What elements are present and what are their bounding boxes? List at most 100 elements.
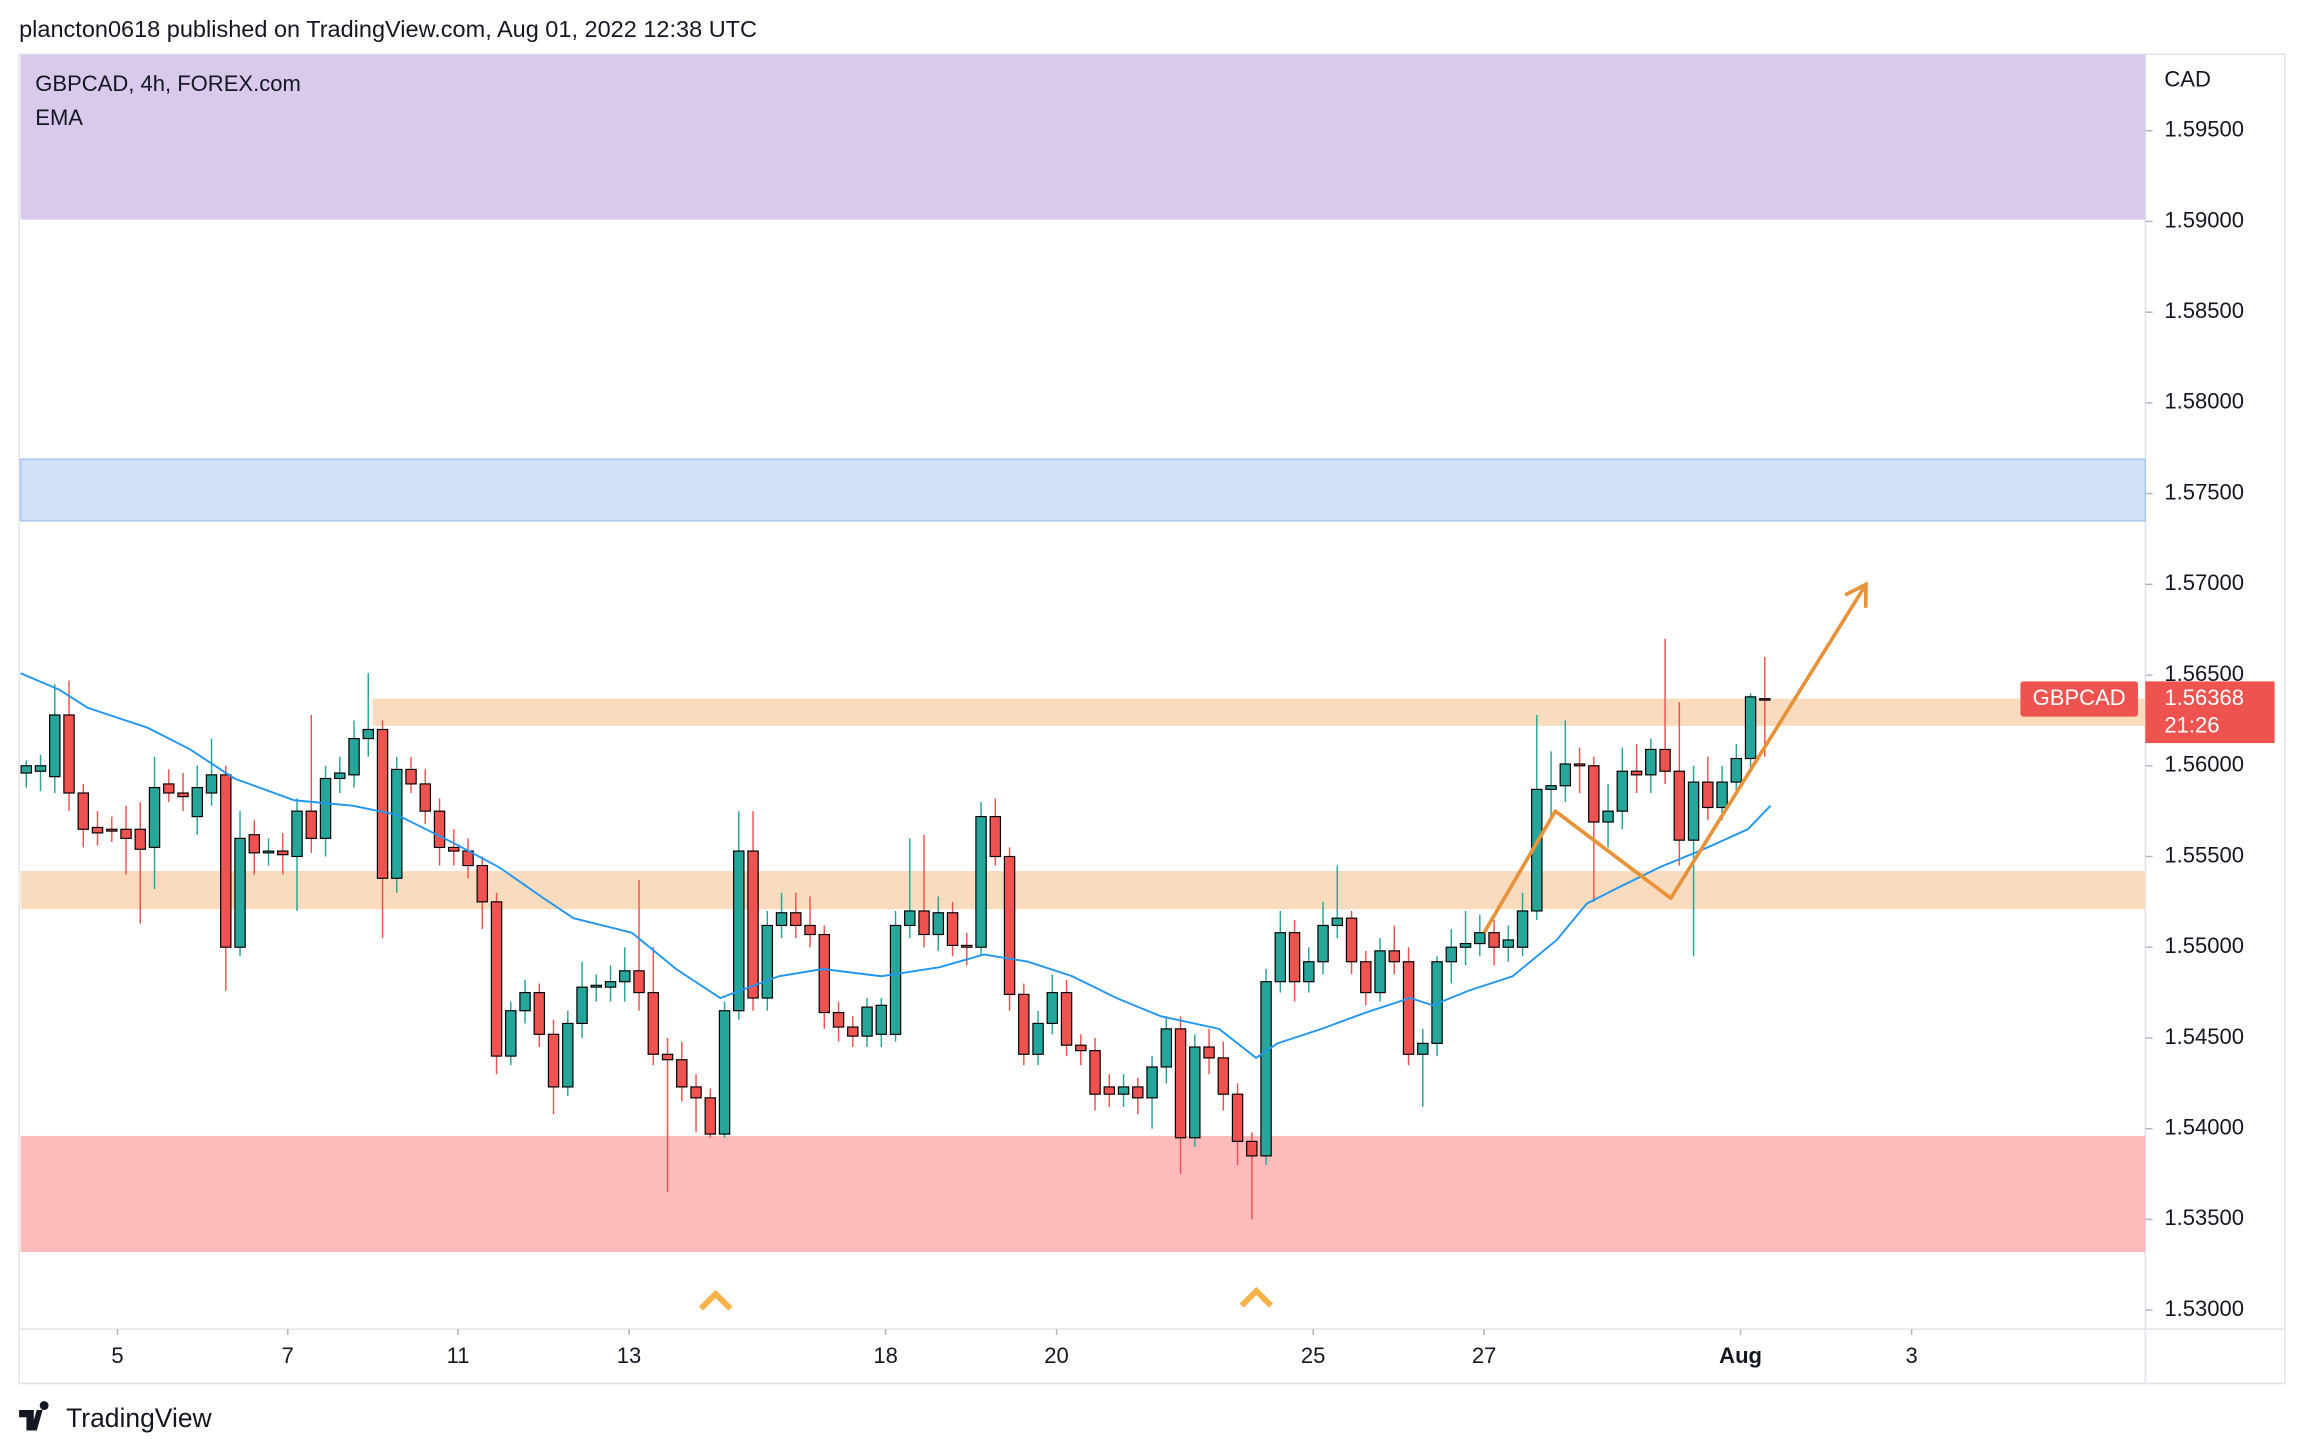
- plot-area: [19, 54, 2147, 1253]
- candle-body: [1003, 855, 1016, 995]
- last-price-name: GBPCAD: [2033, 685, 2126, 710]
- candle-body: [1217, 1057, 1230, 1095]
- candle-body: [291, 810, 303, 858]
- candle-body: [319, 777, 332, 839]
- candle-body: [405, 768, 417, 785]
- last-price-box: [2145, 681, 2275, 744]
- candle-body: [1673, 770, 1686, 841]
- x-tick-label: 27: [1472, 1343, 1497, 1368]
- candle-body: [790, 912, 802, 927]
- candle-body: [818, 933, 831, 1014]
- candle-body: [889, 924, 902, 1035]
- zone: [20, 54, 2146, 220]
- candle-body: [661, 1053, 674, 1061]
- candle-body: [391, 768, 403, 879]
- candle-body: [804, 924, 816, 936]
- candle-body: [20, 765, 33, 774]
- zone: [19, 458, 2147, 522]
- candle-body: [1331, 917, 1344, 927]
- candle-body: [1445, 946, 1458, 963]
- candle-body: [1516, 910, 1529, 948]
- candle-body: [576, 986, 588, 1025]
- candle-body: [1502, 939, 1515, 948]
- header: plancton0618 published on TradingView.co…: [19, 16, 757, 42]
- candle-body: [690, 1086, 702, 1099]
- x-tick-label: 7: [282, 1343, 294, 1368]
- y-tick-label: 1.53500: [2164, 1205, 2244, 1230]
- candle-body: [904, 910, 916, 927]
- y-tick-label: 1.58000: [2164, 389, 2244, 414]
- candle-body: [1345, 917, 1358, 963]
- candle-body: [1388, 950, 1401, 963]
- candle-body: [248, 834, 261, 854]
- candle-body: [1573, 763, 1586, 767]
- candle-body: [1089, 1050, 1101, 1095]
- candle-body: [562, 1022, 574, 1088]
- candle-body: [1132, 1086, 1144, 1099]
- candle-body: [1189, 1046, 1201, 1139]
- x-tick-label: Aug: [1719, 1343, 1762, 1368]
- candle-body: [733, 850, 745, 1012]
- candle-body: [49, 714, 61, 778]
- candle-body: [547, 1033, 560, 1088]
- candle-body: [1060, 991, 1073, 1046]
- zone: [372, 698, 2146, 726]
- candle-body: [1588, 765, 1600, 823]
- candle-body: [1659, 748, 1671, 772]
- caret-markers: [698, 1286, 1274, 1311]
- last-price-name-box: [2020, 681, 2138, 717]
- y-tick-label: 1.58500: [2164, 298, 2244, 323]
- candle-body: [120, 828, 132, 839]
- candle-body: [1046, 991, 1059, 1025]
- candle-body: [1716, 781, 1728, 809]
- candle-body: [1630, 770, 1643, 776]
- candle-body: [148, 786, 161, 849]
- x-tick-label: 25: [1301, 1343, 1326, 1368]
- y-tick-label: 1.53000: [2164, 1296, 2244, 1321]
- candle-body: [1317, 924, 1329, 963]
- candle-body: [1616, 770, 1629, 812]
- candle-body: [163, 783, 175, 794]
- candle-body: [918, 910, 930, 936]
- legend-ema: EMA: [35, 105, 83, 130]
- last-price-label: 1.56368: [2164, 685, 2244, 710]
- y-tick-label: 1.59000: [2164, 207, 2244, 232]
- candle-body: [305, 810, 318, 839]
- candle-body: [1303, 961, 1315, 983]
- candle-body: [619, 970, 631, 983]
- candle-body: [334, 772, 346, 780]
- candle-body: [1075, 1044, 1087, 1052]
- candle-body: [1730, 757, 1743, 783]
- candle-body: [1459, 943, 1472, 948]
- y-tick-label: 1.57500: [2164, 479, 2244, 504]
- candle-body: [718, 1010, 731, 1135]
- candle-body: [1246, 1140, 1258, 1157]
- candle-body: [604, 981, 617, 988]
- candle-body: [1702, 781, 1714, 809]
- candle-body: [704, 1097, 717, 1135]
- y-tick-label: 1.57000: [2164, 570, 2244, 595]
- candle-body: [177, 792, 189, 798]
- candle-body: [419, 783, 432, 812]
- candle-body: [505, 1010, 517, 1057]
- candle-body: [1559, 763, 1572, 787]
- candle-body: [262, 850, 275, 854]
- candle-body: [932, 912, 945, 936]
- y-tick-label: 1.55000: [2164, 933, 2244, 958]
- zone: [20, 1135, 2146, 1253]
- candle-body: [1018, 993, 1030, 1055]
- footer-brand: TradingView: [66, 1403, 212, 1433]
- candle-body: [63, 714, 75, 794]
- legend-symbol: GBPCAD, 4h, FOREX.com: [35, 71, 301, 96]
- candle-body: [647, 991, 660, 1055]
- candle-body: [1488, 932, 1500, 948]
- x-tick-label: 20: [1044, 1343, 1069, 1368]
- candle-body: [134, 828, 147, 850]
- candle-body: [277, 850, 289, 856]
- candle-body: [989, 815, 1002, 858]
- candle-body: [490, 901, 503, 1057]
- countdown: 21:26: [2164, 713, 2219, 738]
- candle-body: [875, 1004, 888, 1035]
- candle-body: [961, 944, 973, 948]
